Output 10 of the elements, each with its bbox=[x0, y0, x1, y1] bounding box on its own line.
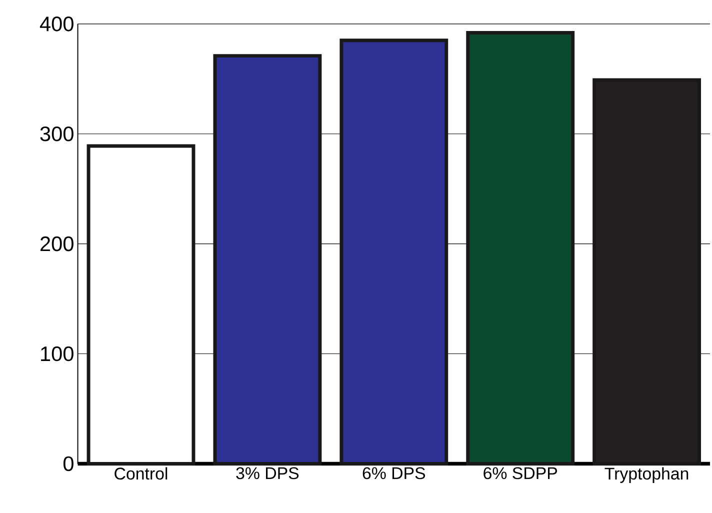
y-tick-label: 100 bbox=[41, 346, 74, 362]
y-tick-label: 0 bbox=[63, 456, 74, 472]
y-tick-label: 300 bbox=[40, 126, 74, 142]
x-tick-label: 3% DPS bbox=[236, 467, 299, 480]
x-tick-label: 6% SDPP bbox=[484, 467, 557, 480]
y-tick-label: 200 bbox=[40, 236, 74, 252]
x-tick-label: 6% DPS bbox=[362, 467, 426, 480]
y-tick-label: 400 bbox=[40, 16, 74, 32]
x-tick-label: Control bbox=[114, 467, 168, 480]
x-tick-label: Tryptophan bbox=[604, 467, 688, 484]
